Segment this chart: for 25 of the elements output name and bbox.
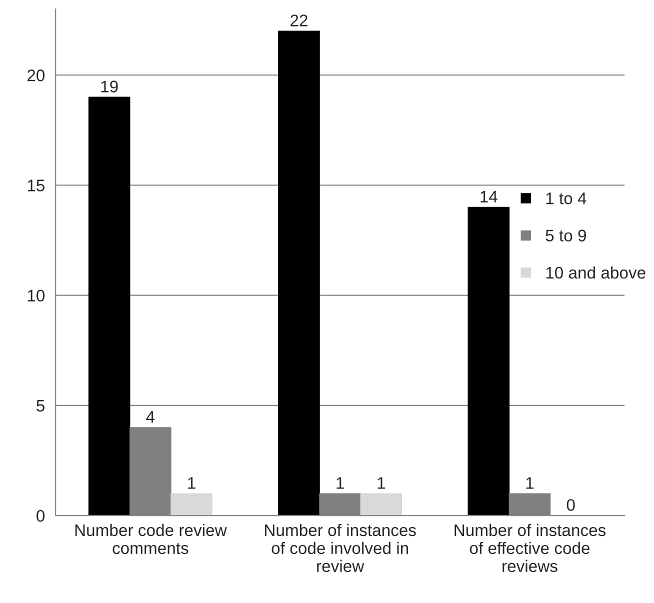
data-label: 14 [480, 190, 498, 202]
bar [468, 206, 510, 516]
bar [278, 30, 320, 516]
bar [88, 96, 130, 516]
data-label: 1 [526, 477, 534, 489]
x-tick-label: Number of instances of code involved in review [265, 524, 416, 572]
x-tick-label: Number of instances of effective code reviews [454, 524, 606, 572]
data-label: 22 [290, 14, 308, 26]
data-label: 4 [146, 411, 155, 423]
legend-label: 5 to 9 [546, 230, 586, 242]
data-label: 0 [566, 499, 575, 511]
data-label: 1 [378, 477, 385, 489]
y-tick-label: 0 [36, 510, 45, 522]
y-tick-label: 5 [36, 400, 44, 412]
data-label: 19 [101, 80, 118, 92]
y-tick-label: 20 [27, 70, 45, 82]
bar [170, 493, 212, 516]
y-tick-label: 15 [28, 180, 44, 192]
data-label: 1 [336, 477, 344, 489]
bar [360, 493, 402, 516]
y-tick-label: 10 [28, 290, 45, 302]
legend-label: 1 to 4 [546, 192, 586, 204]
data-label: 1 [188, 477, 196, 489]
legend-label: 10 and above [546, 266, 646, 279]
x-tick-label: Number code review comments [75, 524, 227, 554]
